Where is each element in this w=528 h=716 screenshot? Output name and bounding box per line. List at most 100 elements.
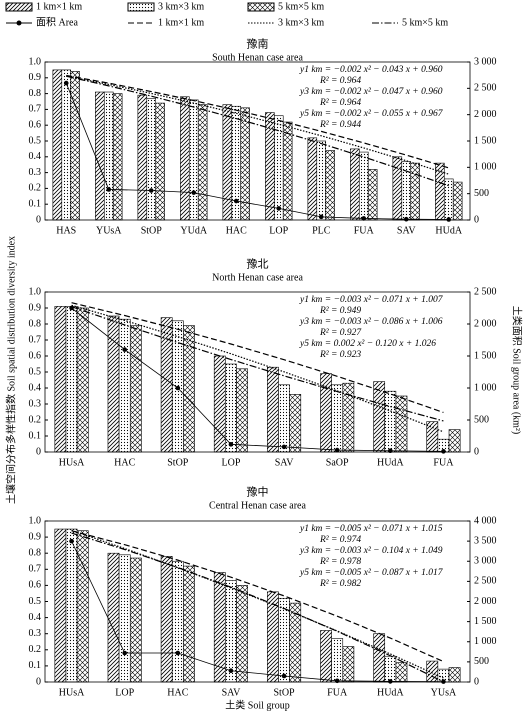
y2-tick-label: 500: [474, 414, 489, 425]
equation: y5 km = −0.002 x² − 0.055 x + 0.967: [299, 109, 444, 119]
bar: [373, 381, 386, 453]
y-tick-label: 0.7: [29, 334, 42, 345]
bar: [392, 156, 403, 221]
bar: [401, 161, 412, 221]
bar: [160, 556, 173, 683]
area-point: [122, 347, 127, 352]
bar: [278, 384, 290, 453]
y-tick-label: 0.8: [29, 318, 42, 329]
trend-line: [71, 302, 444, 414]
bar: [331, 384, 344, 453]
bar: [410, 162, 420, 221]
bar: [188, 99, 199, 221]
x-tick-label: HUsA: [59, 687, 85, 698]
y2-tick-label: 3 000: [474, 556, 497, 567]
trend-line: [66, 75, 449, 175]
bar: [395, 395, 408, 453]
bar: [316, 140, 327, 221]
equation: y1 km = −0.005 x² − 0.071 x + 1.015: [299, 524, 443, 534]
bar: [171, 560, 184, 683]
r-squared: R² = 0.949: [319, 306, 361, 316]
x-tick-label: FUA: [354, 225, 375, 236]
legend-swatch: [5, 2, 33, 12]
y2-tick-label: 0: [474, 676, 479, 687]
x-tick-label: LOP: [269, 225, 288, 236]
x-tick-label: LOP: [221, 457, 240, 468]
y-tick-label: 0.2: [29, 414, 42, 425]
y2-tick-label: 500: [474, 656, 489, 667]
chart-subtitle: North Henan case area: [212, 272, 303, 283]
area-point: [191, 190, 197, 195]
x-tick-label: HUdA: [435, 225, 462, 236]
r-squared: R² = 0.927: [319, 328, 362, 338]
bar: [183, 565, 195, 683]
area-point: [276, 206, 282, 211]
area-point: [233, 198, 239, 204]
area-line: [71, 307, 444, 452]
trend-line: [71, 530, 444, 663]
area-point: [122, 650, 127, 656]
y2-tick-label: 1 500: [474, 350, 497, 361]
legend-marker: [16, 20, 22, 26]
bar: [367, 169, 378, 221]
chart-title: 豫北: [247, 258, 269, 271]
x-tick-label: YUsA: [431, 687, 457, 698]
area-point: [175, 650, 181, 656]
chart-subtitle: South Henan case area: [212, 52, 303, 63]
bar: [320, 630, 332, 683]
bar: [358, 151, 369, 221]
bar: [448, 429, 461, 453]
equation: y1 km = −0.003 x² − 0.071 x + 1.007: [299, 295, 444, 305]
equation: y5 km = 0.002 x² − 0.120 x + 1.026: [299, 339, 436, 349]
y2-tick-label: 3 000: [474, 56, 497, 67]
y2-tick-label: 0: [474, 214, 479, 225]
x-tick-label: FUA: [433, 457, 454, 468]
area-point: [228, 442, 234, 447]
y2-tick-label: 1 000: [474, 636, 497, 647]
area-point: [403, 216, 409, 222]
bar: [155, 102, 165, 221]
y-tick-label: 0.1: [29, 198, 42, 209]
plot-frame: [44, 61, 471, 221]
x-tick-label: HUsA: [59, 457, 85, 468]
trend-line: [71, 532, 444, 683]
x-tick-label: SAV: [222, 687, 241, 698]
plot-frame: [44, 291, 471, 453]
y-tick-label: 0.8: [29, 88, 42, 99]
area-point: [281, 673, 287, 679]
y-tick-label: 0.2: [29, 183, 42, 194]
bar: [236, 585, 248, 683]
area-point: [281, 444, 287, 450]
bar: [183, 325, 195, 453]
y-tick-label: 0.6: [29, 350, 42, 361]
x-tick-label: YUdA: [180, 225, 207, 236]
bar: [129, 325, 142, 453]
x-tick-label: LOP: [115, 687, 134, 698]
r-squared: R² = 0.964: [319, 76, 361, 86]
y-tick-label: 0: [36, 214, 41, 225]
x-tick-label: SAV: [275, 457, 294, 468]
y-tick-label: 0.1: [29, 660, 42, 671]
equation: y3 km = −0.003 x² − 0.104 x + 1.049: [299, 546, 443, 556]
y2-tick-label: 1 500: [474, 135, 497, 146]
legend-label: 3 km×3 km: [278, 17, 324, 28]
bar: [350, 148, 360, 221]
area-line: [65, 82, 449, 220]
area-point: [334, 678, 340, 684]
equation: y1 km = −0.002 x² − 0.043 x + 0.960: [299, 65, 443, 75]
bar: [278, 597, 290, 683]
y-tick-label: 0.5: [29, 366, 42, 377]
legend-label: 面积 Area: [36, 16, 78, 28]
y2-axis-label: 土类面积 Soil group area (km²): [511, 306, 524, 435]
y-tick-label: 0.4: [29, 382, 42, 393]
y2-tick-label: 2 500: [474, 83, 497, 94]
x-axis-label: 土类 Soil group: [225, 698, 289, 711]
legend-label: 3 km×3 km: [158, 1, 204, 12]
bar: [54, 528, 67, 683]
y-tick-label: 0.8: [29, 547, 42, 558]
trend-line: [66, 75, 449, 187]
chart-subtitle: Central Henan case area: [209, 500, 306, 511]
bar: [289, 394, 302, 453]
y-tick-label: 0.9: [29, 531, 42, 542]
y2-tick-label: 1 000: [474, 162, 497, 173]
